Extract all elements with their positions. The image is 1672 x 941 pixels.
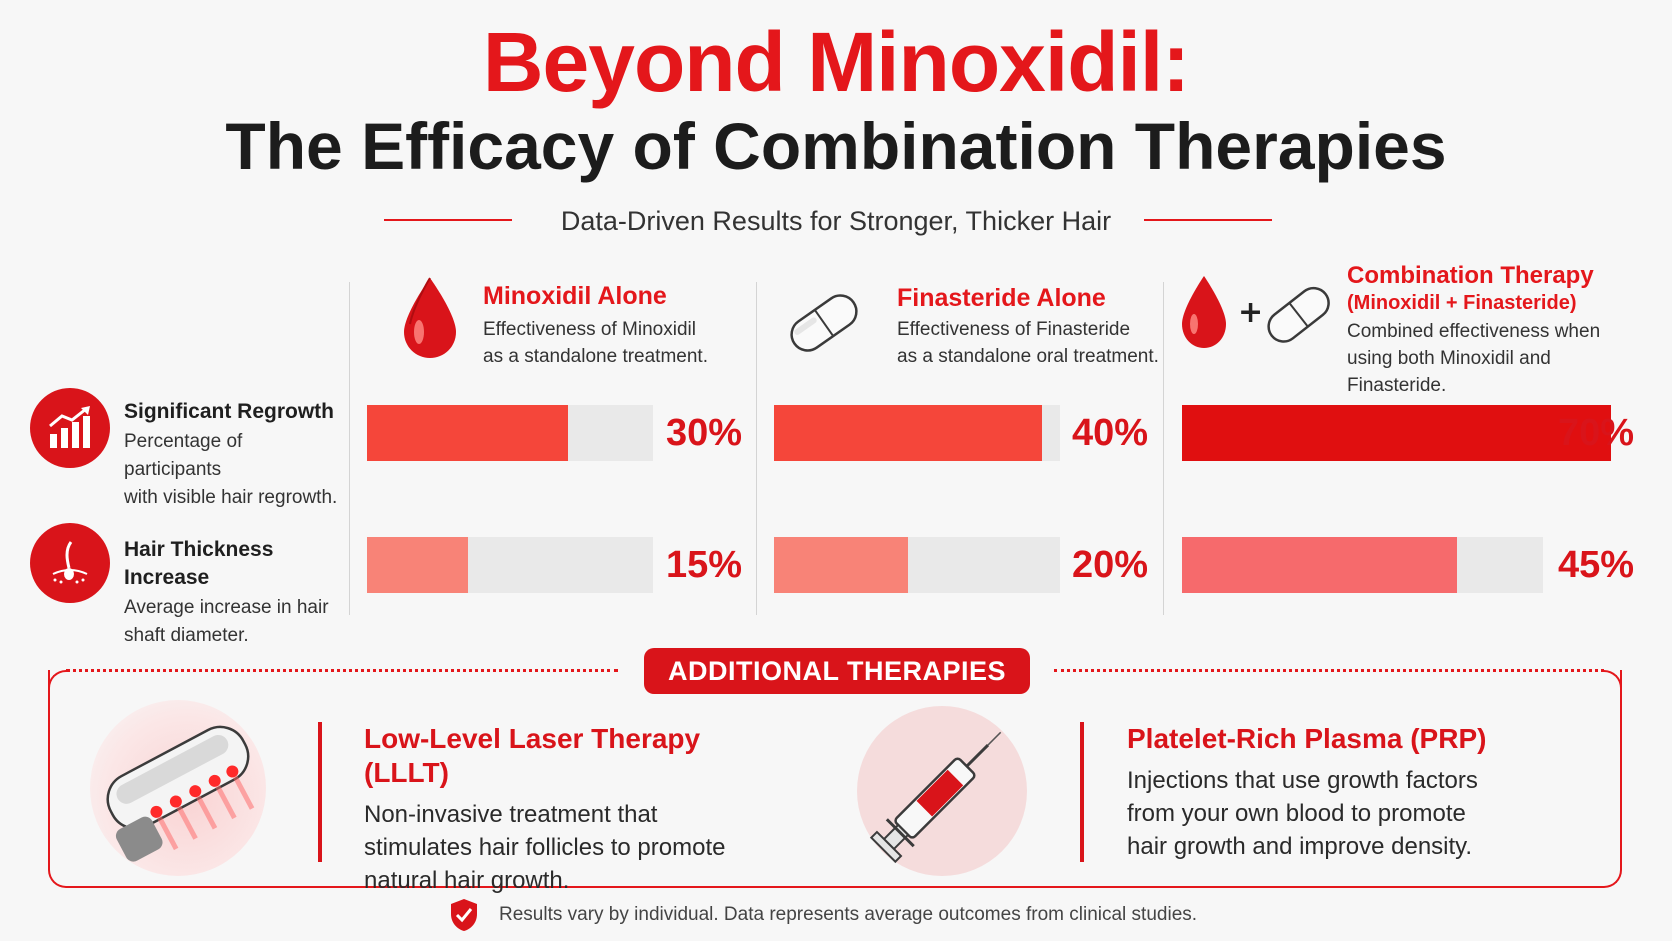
treatment-header-minoxidil: Minoxidil Alone Effectiveness of Minoxid… bbox=[483, 281, 743, 370]
bar-track bbox=[1182, 537, 1543, 593]
bar-track bbox=[774, 405, 1060, 461]
treatment-header-finasteride: Finasteride Alone Effectiveness of Finas… bbox=[897, 283, 1162, 370]
therapy-desc-line: Non-invasive treatment that bbox=[364, 801, 658, 828]
svg-text:+: + bbox=[1238, 295, 1263, 330]
column-divider bbox=[349, 282, 350, 615]
metric-label-regrowth: Significant Regrowth Percentage of parti… bbox=[124, 398, 344, 512]
bar-label: 45% bbox=[1558, 544, 1635, 586]
page-subtitle: The Efficacy of Combination Therapies bbox=[225, 109, 1447, 183]
metric-label-thickness: Hair Thickness Increase Average increase… bbox=[124, 536, 350, 650]
therapy-desc-line: Injections that use growth factors bbox=[1127, 767, 1478, 794]
bar-track bbox=[367, 537, 653, 593]
bar-track bbox=[774, 537, 1060, 593]
therapy-desc-line: natural hair growth. bbox=[364, 867, 570, 894]
therapy-title: Low-Level Laser Therapy (LLLT) bbox=[364, 723, 701, 788]
bar-track bbox=[1182, 405, 1611, 461]
pill-icon bbox=[784, 283, 864, 368]
syringe-icon bbox=[857, 706, 1027, 876]
bar-label: 30% bbox=[666, 412, 743, 454]
bar-track bbox=[367, 405, 653, 461]
bar-label: 15% bbox=[666, 544, 743, 586]
treatment-desc-line: as a standalone oral treatment. bbox=[897, 346, 1159, 367]
metric-title: Significant Regrowth bbox=[124, 400, 334, 423]
metric-desc-line: Average increase in hair bbox=[124, 597, 329, 618]
treatment-title: Minoxidil Alone bbox=[483, 282, 667, 310]
treatment-desc-line: Combined effectiveness when bbox=[1347, 321, 1601, 342]
treatment-desc-line: as a standalone treatment. bbox=[483, 346, 708, 367]
footer-disclaimer: Results vary by individual. Data represe… bbox=[499, 904, 1198, 925]
treatment-desc-line: using both Minoxidil and Finasteride. bbox=[1347, 348, 1551, 396]
bar-label: 20% bbox=[1072, 544, 1149, 586]
therapy-title: Platelet-Rich Plasma (PRP) bbox=[1127, 723, 1487, 754]
dotted-divider bbox=[1054, 669, 1604, 672]
bar-label: 40% bbox=[1072, 412, 1149, 454]
treatment-header-combination: Combination Therapy (Minoxidil + Finaste… bbox=[1347, 262, 1647, 399]
bar-thickness-finasteride bbox=[774, 537, 908, 593]
therapy-desc-line: hair growth and improve density. bbox=[1127, 833, 1473, 860]
hair-follicle-icon bbox=[30, 523, 110, 603]
laser-device-icon bbox=[90, 700, 266, 876]
therapy-prp: Platelet-Rich Plasma (PRP) Injections th… bbox=[1127, 722, 1567, 863]
additional-therapies-badge: ADDITIONAL THERAPIES bbox=[644, 648, 1030, 694]
treatment-desc-line: Effectiveness of Finasteride bbox=[897, 319, 1131, 340]
treatment-title-sub: (Minoxidil + Finasteride) bbox=[1347, 292, 1577, 314]
drop-plus-pill-icon: + bbox=[1178, 272, 1338, 357]
bar-label: 70% bbox=[1558, 412, 1635, 454]
metric-desc-line: Percentage of participants bbox=[124, 431, 243, 480]
bar-regrowth-finasteride bbox=[774, 405, 1042, 461]
shield-check-icon bbox=[449, 898, 479, 937]
therapy-accent-bar bbox=[1080, 722, 1084, 862]
column-divider bbox=[1163, 282, 1164, 615]
tagline: Data-Driven Results for Stronger, Thicke… bbox=[560, 206, 1112, 236]
page-title: Beyond Minoxidil: bbox=[482, 15, 1190, 109]
box-corner bbox=[48, 670, 66, 688]
therapy-desc-line: stimulates hair follicles to promote bbox=[364, 834, 726, 861]
therapy-accent-bar bbox=[318, 722, 322, 862]
bar-regrowth-minoxidil bbox=[367, 405, 568, 461]
tagline-rule-left bbox=[384, 219, 512, 221]
treatment-desc-line: Effectiveness of Minoxidil bbox=[483, 319, 696, 340]
bar-thickness-combination bbox=[1182, 537, 1457, 593]
metric-desc-line: shaft diameter. bbox=[124, 625, 249, 646]
growth-chart-icon bbox=[30, 388, 110, 468]
treatment-title: Combination Therapy bbox=[1347, 262, 1594, 289]
bar-thickness-minoxidil bbox=[367, 537, 468, 593]
bar-regrowth-combination bbox=[1182, 405, 1611, 461]
additional-therapies-box bbox=[48, 670, 1622, 888]
therapy-lllt: Low-Level Laser Therapy (LLLT) Non-invas… bbox=[364, 722, 784, 897]
tagline-rule-right bbox=[1144, 219, 1272, 221]
metric-title: Hair Thickness Increase bbox=[124, 538, 274, 589]
metric-desc-line: with visible hair regrowth. bbox=[124, 487, 338, 508]
therapy-desc-line: from your own blood to promote bbox=[1127, 800, 1466, 827]
treatment-title: Finasteride Alone bbox=[897, 284, 1106, 312]
dotted-divider bbox=[66, 669, 618, 672]
blood-drop-icon bbox=[400, 274, 460, 365]
column-divider bbox=[756, 282, 757, 615]
